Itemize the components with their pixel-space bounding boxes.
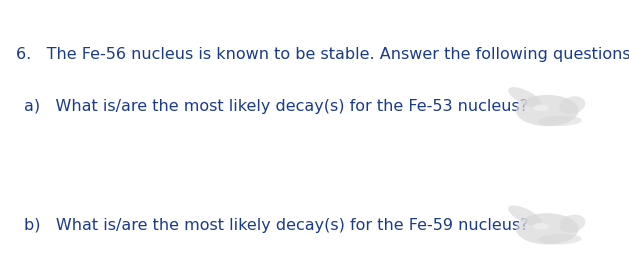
Ellipse shape [533,105,548,111]
Ellipse shape [538,116,582,126]
Ellipse shape [538,234,582,244]
Text: a)   What is/are the most likely decay(s) for the Fe-53 nucleus?: a) What is/are the most likely decay(s) … [24,99,528,114]
Text: 6.   The Fe-56 nucleus is known to be stable. Answer the following questions.: 6. The Fe-56 nucleus is known to be stab… [16,47,629,62]
Ellipse shape [508,205,542,226]
Ellipse shape [533,223,548,229]
Ellipse shape [516,213,579,244]
Ellipse shape [559,96,586,114]
Ellipse shape [508,87,542,108]
Ellipse shape [516,95,579,126]
Text: b)   What is/are the most likely decay(s) for the Fe-59 nucleus?: b) What is/are the most likely decay(s) … [24,218,528,233]
Ellipse shape [559,214,586,233]
